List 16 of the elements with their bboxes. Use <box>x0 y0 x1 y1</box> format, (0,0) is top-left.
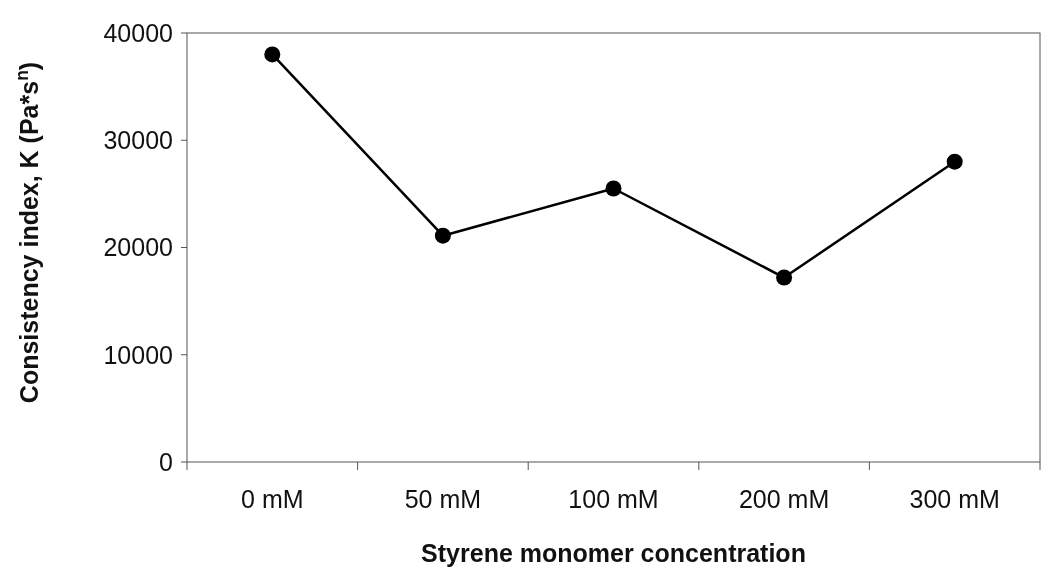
y-tick-label: 0 <box>159 447 173 476</box>
point <box>776 269 793 286</box>
y-tick-label: 30000 <box>103 126 173 154</box>
x-axis-title: Styrene monomer concentration <box>421 539 806 567</box>
y-tick-label: 20000 <box>103 233 173 262</box>
x-tick-label: 0 mM <box>241 485 304 513</box>
x-tick-label: 100 mM <box>568 485 659 513</box>
point <box>264 46 281 63</box>
x-tick-label: 300 mM <box>909 485 1000 513</box>
point <box>434 227 451 244</box>
x-tick-label: 200 mM <box>738 485 830 513</box>
y-tick-label: 40000 <box>103 18 173 47</box>
y-tick-label: 10000 <box>103 340 173 369</box>
x-tick-label: 50 mM <box>404 485 482 513</box>
point <box>946 153 963 170</box>
point <box>605 180 622 197</box>
